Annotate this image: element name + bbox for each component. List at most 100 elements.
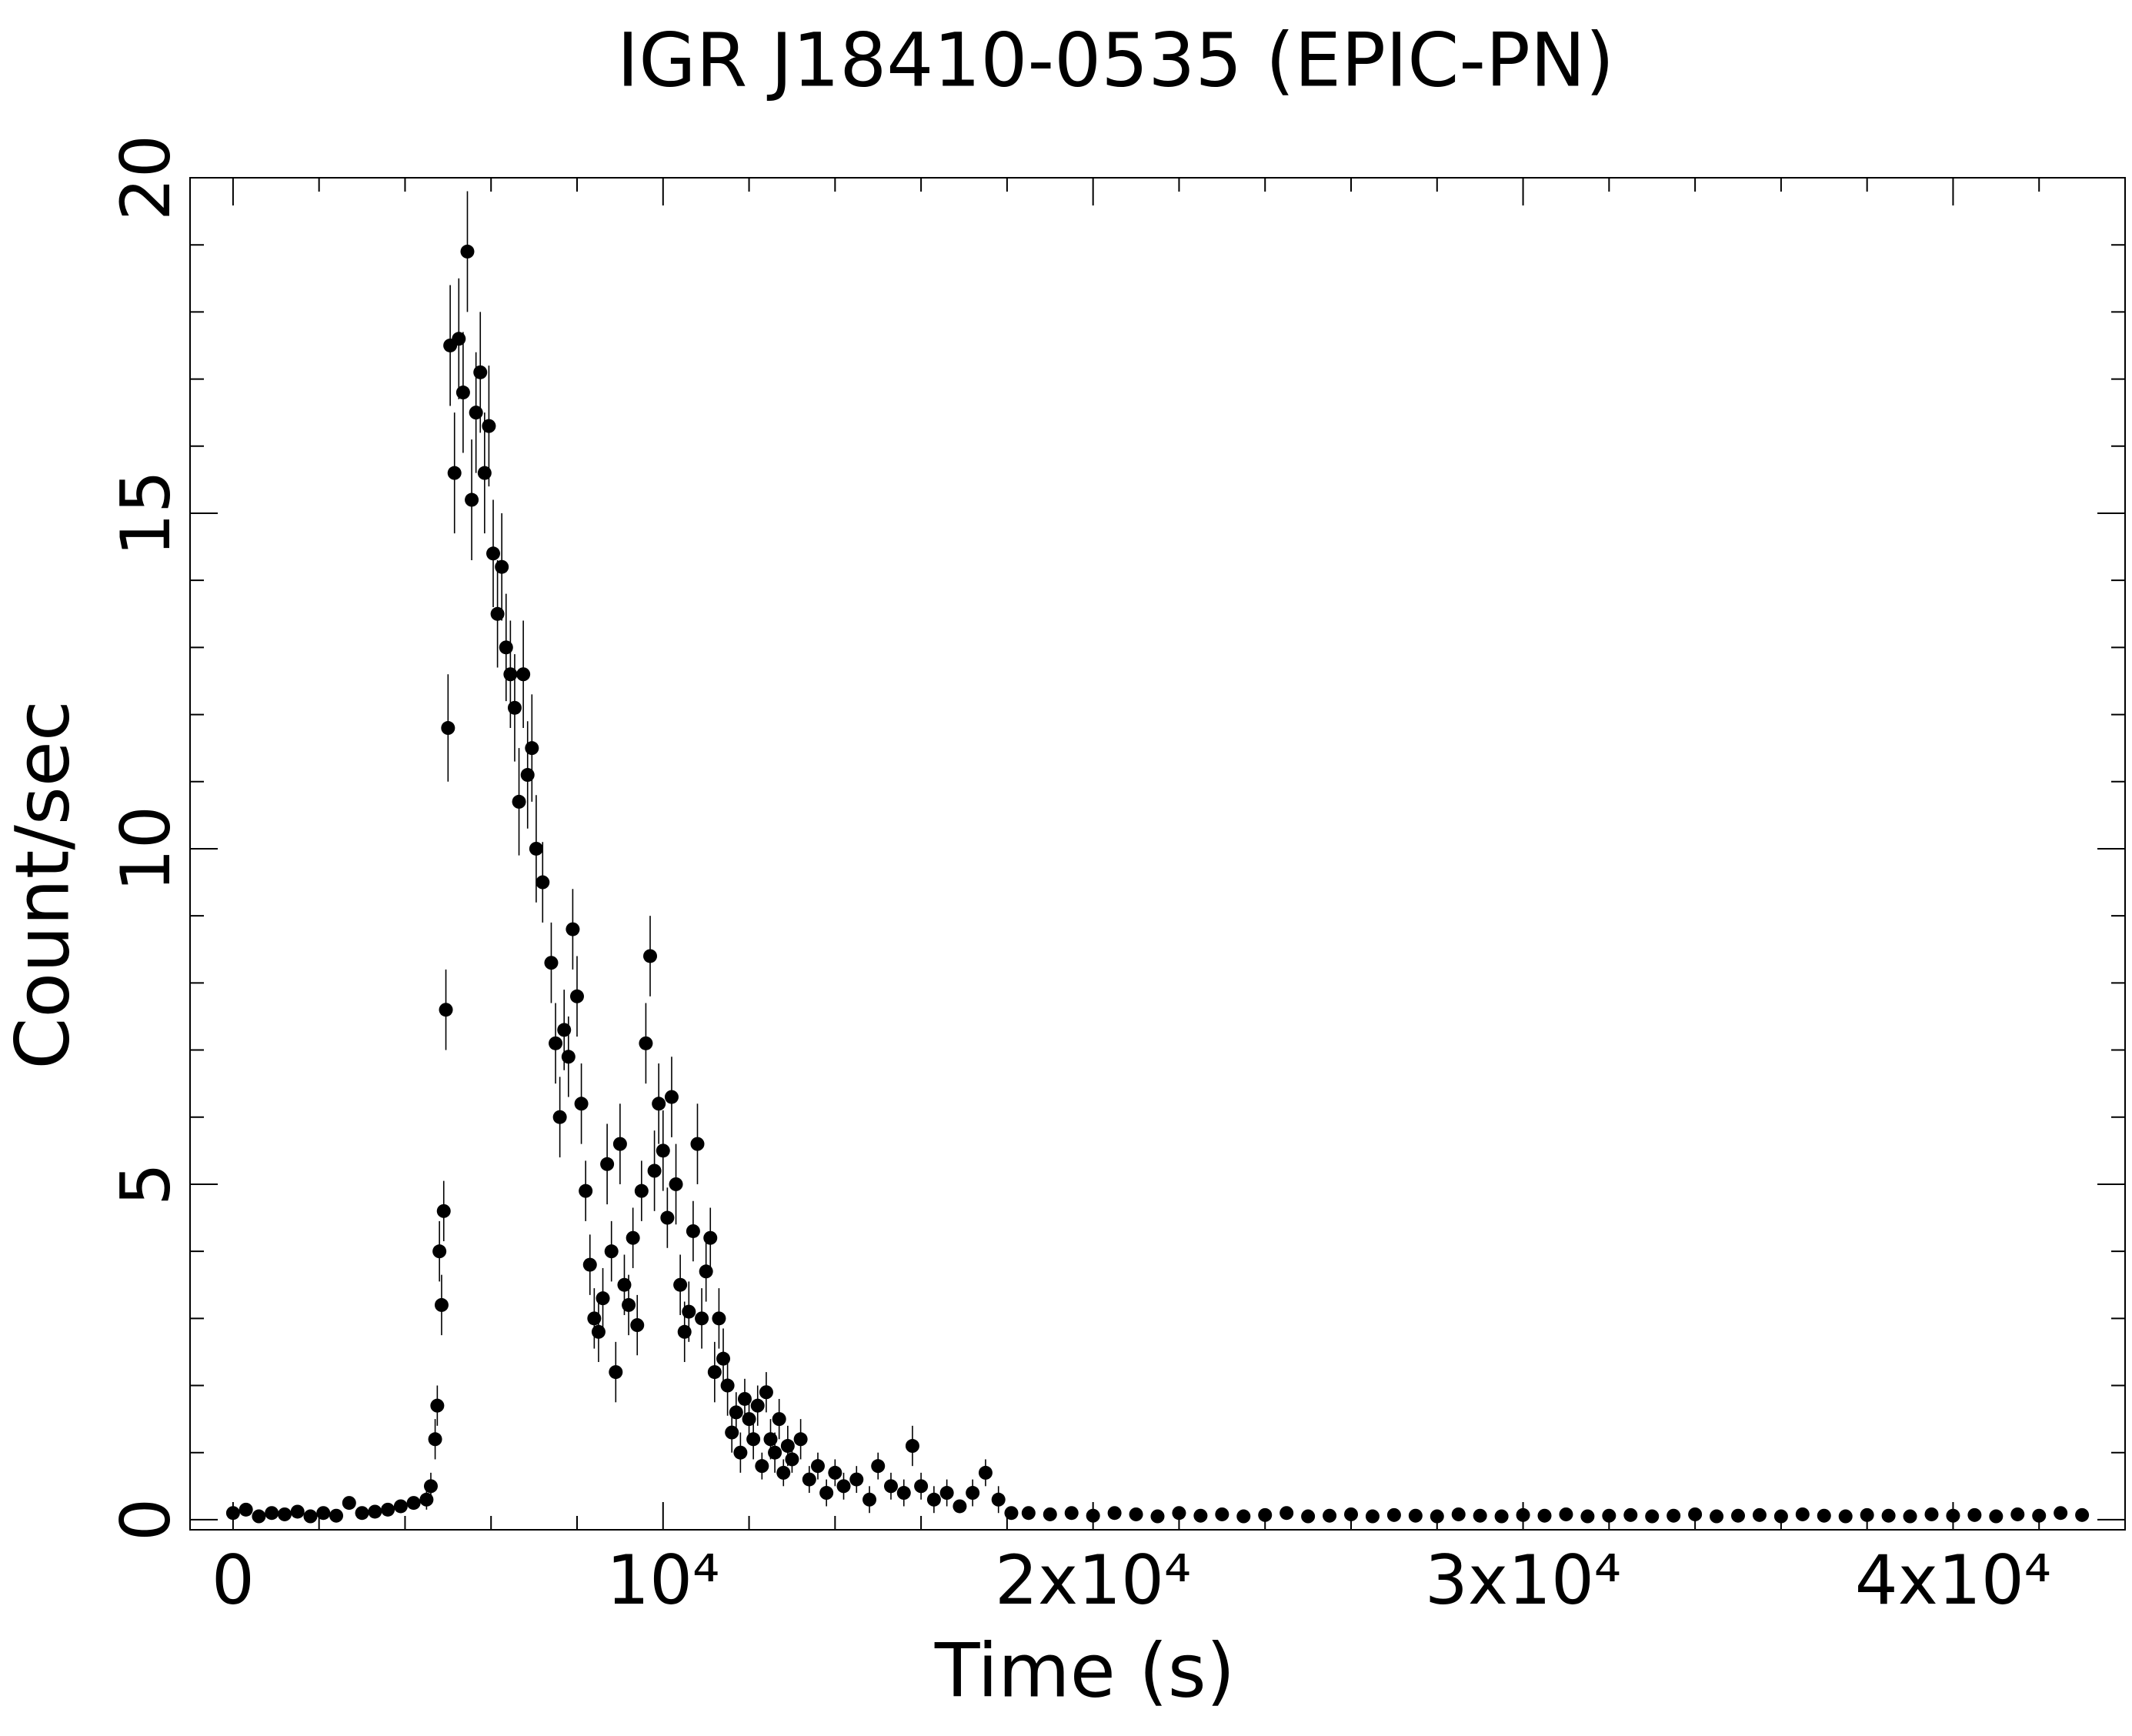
data-point [690, 1137, 705, 1151]
data-point [746, 1432, 761, 1447]
data-point [712, 1311, 726, 1326]
data-point [673, 1277, 688, 1292]
data-point [428, 1432, 442, 1447]
data-point [1301, 1509, 1316, 1524]
data-point [525, 741, 539, 756]
data-point [953, 1499, 967, 1514]
data-point [768, 1445, 782, 1460]
data-point [552, 1110, 567, 1124]
data-point [905, 1439, 919, 1454]
data-point [699, 1264, 713, 1279]
data-point [570, 989, 584, 1003]
data-point [1129, 1507, 1143, 1521]
x-tick-label: 3x10⁴ [1425, 1541, 1621, 1620]
data-point [1838, 1509, 1853, 1524]
data-point [423, 1479, 438, 1494]
data-point [677, 1324, 692, 1339]
data-point [1602, 1508, 1617, 1523]
data-point [772, 1412, 786, 1427]
data-point [1408, 1508, 1423, 1523]
data-point [1773, 1509, 1788, 1524]
data-point [252, 1509, 266, 1524]
data-point [2010, 1507, 2025, 1521]
data-point [482, 419, 496, 433]
data-point [1967, 1507, 1982, 1522]
data-point [1903, 1509, 1917, 1524]
data-point [1924, 1507, 1939, 1521]
y-tick-label: 15 [106, 470, 185, 556]
data-point [622, 1297, 636, 1312]
data-point [660, 1210, 675, 1225]
data-point [2032, 1508, 2047, 1523]
data-point [368, 1504, 382, 1519]
plot-frame [189, 177, 2126, 1531]
data-point [499, 640, 513, 655]
data-point [1064, 1506, 1079, 1521]
data-point [966, 1486, 980, 1501]
data-point [342, 1496, 356, 1511]
x-tick-label: 10⁴ [606, 1541, 719, 1620]
data-point [1344, 1507, 1358, 1521]
data-point [725, 1425, 739, 1440]
data-point [785, 1452, 799, 1467]
data-point [1667, 1508, 1681, 1523]
data-point [742, 1412, 756, 1427]
data-point [1946, 1508, 1960, 1523]
data-point [1107, 1506, 1122, 1521]
data-point [669, 1177, 683, 1191]
data-point [639, 1036, 653, 1050]
data-point [303, 1509, 318, 1524]
data-point [780, 1439, 795, 1454]
data-point [1323, 1508, 1337, 1523]
data-point [1004, 1506, 1019, 1521]
data-point [430, 1398, 445, 1413]
data-point [716, 1351, 731, 1366]
data-point [1086, 1508, 1100, 1523]
data-point [656, 1143, 670, 1158]
data-point [225, 1506, 240, 1521]
data-point [802, 1472, 816, 1487]
data-point [634, 1183, 649, 1198]
data-point [755, 1459, 769, 1474]
data-point [436, 1204, 451, 1218]
data-point [729, 1405, 743, 1420]
data-point [434, 1297, 449, 1312]
data-point [1172, 1506, 1186, 1521]
data-point [1021, 1506, 1036, 1521]
data-point [1795, 1507, 1810, 1521]
data-point [2075, 1507, 2090, 1522]
data-point [406, 1496, 421, 1511]
data-point [604, 1244, 619, 1259]
data-point [926, 1492, 941, 1507]
y-tick-label: 0 [106, 1498, 185, 1541]
data-point [1150, 1509, 1165, 1524]
data-point [393, 1499, 408, 1514]
data-point [277, 1507, 292, 1521]
data-point [707, 1365, 722, 1380]
data-point [1580, 1509, 1595, 1524]
data-point [2054, 1506, 2068, 1521]
data-point [1430, 1509, 1444, 1524]
y-tick-label: 5 [106, 1163, 185, 1206]
x-tick-label: 2x10⁴ [995, 1541, 1191, 1620]
data-point [582, 1257, 597, 1272]
data-point [819, 1486, 834, 1501]
data-point [1645, 1509, 1660, 1524]
data-point [682, 1304, 696, 1319]
y-axis-label: Count/sec [0, 700, 85, 1069]
data-point [720, 1378, 735, 1393]
data-point [1881, 1508, 1896, 1523]
data-point [750, 1398, 765, 1413]
data-point [469, 406, 483, 420]
data-point [810, 1459, 825, 1474]
data-point [574, 1097, 589, 1111]
data-point [1537, 1508, 1552, 1523]
data-point [520, 768, 535, 783]
data-point [828, 1465, 842, 1480]
data-point [561, 1050, 576, 1064]
data-point [447, 466, 462, 480]
data-point [609, 1365, 623, 1380]
data-point [652, 1097, 666, 1111]
data-point [600, 1157, 615, 1171]
data-point [1731, 1508, 1745, 1523]
